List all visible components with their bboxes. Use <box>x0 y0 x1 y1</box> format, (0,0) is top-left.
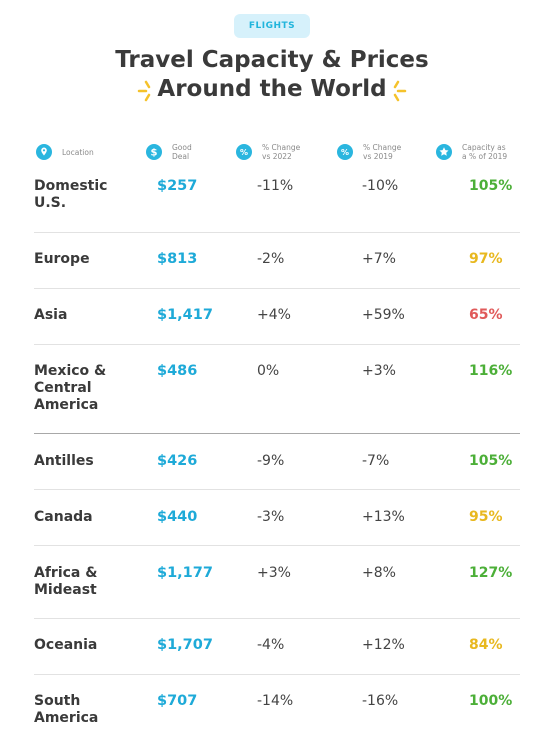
header-label: % Change vs 2022 <box>262 143 301 161</box>
location-pin-icon <box>36 144 52 160</box>
row-divider <box>34 288 520 289</box>
header-label: Location <box>62 147 94 157</box>
row-divider <box>34 545 520 546</box>
good-deal-cell: $257 <box>157 178 198 194</box>
change-2022-cell: -3% <box>257 509 285 525</box>
star-icon <box>436 144 452 160</box>
row-divider <box>34 489 520 490</box>
capacity-cell: 116% <box>469 363 513 379</box>
sparkle-left-icon <box>137 80 151 102</box>
change-2019-cell: -7% <box>362 453 390 469</box>
location-cell: Oceania <box>34 637 98 653</box>
change-2019-cell: +13% <box>362 509 405 525</box>
change-2022-cell: -4% <box>257 637 285 653</box>
svg-text:%: % <box>341 148 349 157</box>
page-title-line-2: Around the World <box>157 76 387 102</box>
capacity-cell: 97% <box>469 251 503 267</box>
header-label: Capacity as a % of 2019 <box>462 143 508 161</box>
change-2022-cell: 0% <box>257 363 280 379</box>
location-cell: Europe <box>34 251 90 267</box>
change-2022-cell: +4% <box>257 307 291 323</box>
change-2022-cell: -11% <box>257 178 294 194</box>
header-change-2022: % % Change vs 2022 <box>236 138 300 166</box>
change-2019-cell: +7% <box>362 251 396 267</box>
row-divider <box>34 344 520 345</box>
header-location: Location <box>36 138 94 166</box>
change-2019-cell: -16% <box>362 693 399 709</box>
row-divider <box>34 433 520 434</box>
change-2019-cell: +12% <box>362 637 405 653</box>
header-label: Good Deal <box>172 143 192 161</box>
location-cell: Domestic U.S. <box>34 178 108 211</box>
location-cell: Antilles <box>34 453 94 469</box>
change-2022-cell: +3% <box>257 565 291 581</box>
row-divider <box>34 618 520 619</box>
change-2022-cell: -14% <box>257 693 294 709</box>
svg-text:%: % <box>240 148 248 157</box>
capacity-cell: 84% <box>469 637 503 653</box>
change-2019-cell: +3% <box>362 363 396 379</box>
page-title-line-1: Travel Capacity & Prices <box>115 47 429 73</box>
good-deal-cell: $426 <box>157 453 198 469</box>
header-label: % Change vs 2019 <box>363 143 402 161</box>
good-deal-cell: $440 <box>157 509 198 525</box>
capacity-cell: 100% <box>469 693 513 709</box>
location-cell: Mexico & Central America <box>34 363 107 413</box>
good-deal-cell: $813 <box>157 251 198 267</box>
location-cell: Asia <box>34 307 68 323</box>
change-2022-cell: -2% <box>257 251 285 267</box>
capacity-cell: 105% <box>469 178 513 194</box>
capacity-cell: 105% <box>469 453 513 469</box>
good-deal-cell: $486 <box>157 363 198 379</box>
capacity-cell: 127% <box>469 565 513 581</box>
row-divider <box>34 232 520 233</box>
row-divider <box>34 674 520 675</box>
header-good-deal: $ Good Deal <box>146 138 192 166</box>
header-change-2019: % % Change vs 2019 <box>337 138 401 166</box>
change-2022-cell: -9% <box>257 453 285 469</box>
dollar-icon: $ <box>146 144 162 160</box>
change-2019-cell: +8% <box>362 565 396 581</box>
change-2019-cell: -10% <box>362 178 399 194</box>
percent-icon: % <box>337 144 353 160</box>
capacity-cell: 65% <box>469 307 503 323</box>
percent-icon: % <box>236 144 252 160</box>
good-deal-cell: $1,707 <box>157 637 213 653</box>
svg-text:$: $ <box>151 148 158 159</box>
location-cell: South America <box>34 693 99 726</box>
good-deal-cell: $1,177 <box>157 565 213 581</box>
good-deal-cell: $707 <box>157 693 198 709</box>
location-cell: Canada <box>34 509 93 525</box>
capacity-cell: 95% <box>469 509 503 525</box>
change-2019-cell: +59% <box>362 307 405 323</box>
category-badge: FLIGHTS <box>234 14 310 38</box>
good-deal-cell: $1,417 <box>157 307 213 323</box>
sparkle-right-icon <box>393 80 407 102</box>
header-capacity: Capacity as a % of 2019 <box>436 138 507 166</box>
location-cell: Africa & Mideast <box>34 565 98 598</box>
